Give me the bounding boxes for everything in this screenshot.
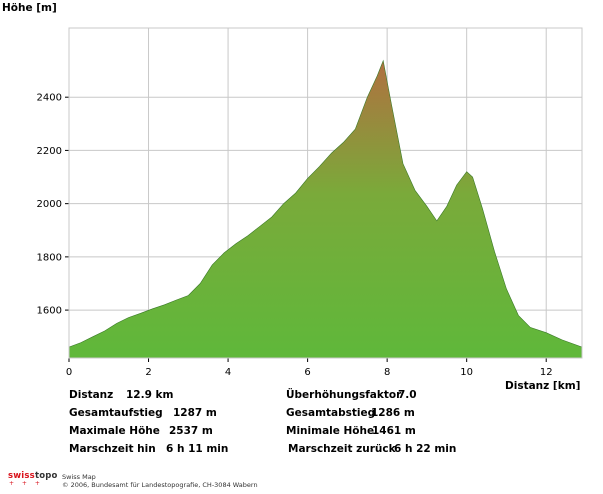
- tick-layer: 0 2 4 6 8 10 12 1600 1800 2000 2200 2400: [37, 93, 553, 378]
- stat-time-out: Marschzeit hin 6 h 11 min: [69, 443, 228, 461]
- stat-label: Überhöhungsfaktor: [286, 389, 402, 401]
- stat-label: Marschzeit zurück: [288, 443, 396, 455]
- y-axis-title: Höhe [m]: [2, 2, 57, 14]
- footer-product: Swiss Map: [62, 473, 96, 481]
- y-tick-label: 1600: [37, 306, 62, 317]
- stat-distance: Distanz 12.9 km: [69, 389, 228, 407]
- x-tick-label: 6: [304, 367, 310, 378]
- stat-value: 1287 m: [173, 407, 217, 419]
- x-tick-label: 0: [66, 367, 72, 378]
- x-tick-label: 8: [384, 367, 390, 378]
- stats-right: Überhöhungsfaktor7.0 Gesamtabstieg1286 m…: [286, 389, 456, 461]
- x-tick-label: 12: [540, 367, 553, 378]
- logo-swiss-text: swiss: [8, 471, 35, 481]
- stat-max-height: Maximale Höhe 2537 m: [69, 425, 228, 443]
- y-tick-label: 2400: [37, 93, 62, 104]
- stat-value: 7.0: [398, 389, 417, 401]
- stat-total-descent: Gesamtabstieg1286 m: [286, 407, 456, 425]
- stat-value: 2537 m: [169, 425, 213, 437]
- logo-topo-text: topo: [34, 471, 58, 481]
- stat-exaggeration: Überhöhungsfaktor7.0: [286, 389, 456, 407]
- stat-time-back: Marschzeit zurück6 h 22 min: [288, 443, 456, 461]
- stat-total-ascent: Gesamtaufstieg 1287 m: [69, 407, 228, 425]
- logo-dots-icon: + + +: [9, 480, 43, 487]
- footer-copyright: © 2006, Bundesamt für Landestopografie, …: [62, 481, 258, 489]
- y-tick-label: 2200: [37, 146, 62, 157]
- stat-value: 6 h 11 min: [166, 443, 229, 455]
- area-layer: [68, 59, 583, 359]
- stats-left: Distanz 12.9 km Gesamtaufstieg 1287 m Maxi…: [69, 389, 228, 461]
- stat-value: 1461 m: [372, 425, 416, 437]
- y-tick-label: 1800: [37, 252, 62, 263]
- y-tick-label: 2000: [37, 199, 62, 210]
- stat-label: Gesamtaufstieg: [69, 407, 163, 419]
- stat-value: 1286 m: [371, 407, 415, 419]
- stat-value: 12.9 km: [126, 389, 174, 401]
- stat-value: 6 h 22 min: [394, 443, 457, 455]
- stat-label: Minimale Höhe: [286, 425, 375, 437]
- stat-label: Maximale Höhe: [69, 425, 160, 437]
- swisstopo-logo: swisstopo: [8, 471, 58, 481]
- plot-frame: [68, 27, 583, 359]
- stat-min-height: Minimale Höhe1461 m: [286, 425, 456, 443]
- elevation-area: [68, 59, 583, 359]
- x-tick-label: 10: [460, 367, 473, 378]
- x-axis-title: Distanz [km]: [505, 380, 580, 390]
- stat-label: Marschzeit hin: [69, 443, 156, 455]
- stat-label: Gesamtabstieg: [286, 407, 376, 419]
- stat-label: Distanz: [69, 389, 114, 401]
- elevation-profile-chart: Höhe [m] Distanz [km] 0 2 4 6 8 10 12 1600 1800 2…: [2, 2, 583, 390]
- x-tick-label: 2: [145, 367, 151, 378]
- x-tick-label: 4: [225, 367, 231, 378]
